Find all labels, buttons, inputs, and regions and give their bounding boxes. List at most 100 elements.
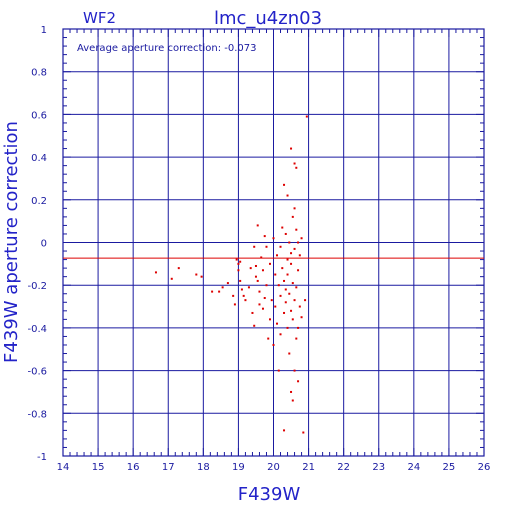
data-point: [272, 343, 275, 346]
data-point: [254, 275, 257, 278]
data-point: [290, 252, 293, 255]
data-point: [237, 269, 240, 272]
data-point: [297, 380, 300, 383]
data-point: [263, 235, 266, 238]
data-point: [247, 286, 250, 289]
data-point: [293, 207, 296, 210]
x-tick-label: 26: [478, 462, 491, 473]
data-point: [218, 290, 221, 293]
data-point: [254, 264, 257, 267]
data-point: [260, 256, 263, 259]
y-tick-labels: 1 0.8 0.6 0.4 0.2 0 -0.2 -0.4 -0.6 -0.8 -1: [27, 25, 47, 463]
data-point: [290, 390, 293, 393]
data-point: [277, 284, 280, 287]
data-point: [200, 275, 203, 278]
data-point: [154, 271, 157, 274]
data-point: [283, 311, 286, 314]
data-point: [249, 267, 252, 270]
x-tick-label: 14: [57, 462, 70, 473]
data-point: [286, 326, 289, 329]
y-tick-label: 0.6: [31, 110, 47, 121]
data-point: [233, 303, 236, 306]
data-point: [265, 245, 268, 248]
data-point: [283, 279, 286, 282]
y-tick-label: -0.8: [27, 409, 47, 420]
data-point: [261, 269, 264, 272]
data-point: [195, 273, 198, 276]
x-tick-label: 16: [127, 462, 140, 473]
data-point: [281, 226, 284, 229]
y-tick-label: 0: [41, 239, 47, 250]
data-point: [258, 290, 261, 293]
y-tick-label: 1: [41, 25, 47, 36]
data-point: [263, 297, 266, 300]
data-point: [251, 311, 254, 314]
data-point: [279, 294, 282, 297]
y-tick-label: -0.6: [27, 367, 47, 378]
data-point: [295, 286, 298, 289]
data-point: [239, 260, 242, 263]
y-tick-label: 0.8: [31, 68, 47, 79]
data-point: [170, 277, 173, 280]
data-point: [304, 299, 307, 302]
data-point: [290, 147, 293, 150]
data-point: [302, 431, 305, 434]
x-tick-label: 24: [407, 462, 420, 473]
y-tick-label: -0.2: [27, 281, 47, 292]
grid: [63, 29, 484, 456]
data-point: [283, 183, 286, 186]
data-point: [297, 269, 300, 272]
y-tick-label: 0.2: [31, 196, 47, 207]
data-point: [295, 337, 298, 340]
x-tick-label: 23: [372, 462, 385, 473]
x-tick-label: 21: [302, 462, 315, 473]
data-point: [288, 292, 291, 295]
x-tick-label: 19: [232, 462, 245, 473]
data-point: [274, 273, 277, 276]
data-point: [297, 326, 300, 329]
data-point: [291, 215, 294, 218]
data-point: [265, 284, 268, 287]
x-tick-label: 15: [92, 462, 105, 473]
data-point: [286, 258, 289, 261]
x-tick-label: 22: [337, 462, 350, 473]
data-point: [256, 279, 259, 282]
data-point: [297, 241, 300, 244]
data-point: [253, 324, 256, 327]
data-points: [154, 115, 308, 434]
data-point: [253, 245, 256, 248]
data-point: [288, 241, 291, 244]
data-point: [277, 369, 280, 372]
data-point: [221, 286, 224, 289]
data-point: [268, 318, 271, 321]
data-point: [279, 333, 282, 336]
data-point: [272, 237, 275, 240]
data-point: [276, 322, 279, 325]
data-point: [286, 273, 289, 276]
data-point: [286, 194, 289, 197]
data-point: [305, 115, 308, 118]
data-point: [232, 294, 235, 297]
data-point: [258, 303, 261, 306]
data-point: [244, 299, 247, 302]
data-point: [284, 232, 287, 235]
data-point: [291, 282, 294, 285]
x-tick-labels: 14 15 16 17 18 19 20 21 22 23 24 25 26: [57, 462, 491, 473]
data-point: [226, 282, 229, 285]
data-point: [211, 290, 214, 293]
data-point: [295, 166, 298, 169]
data-point: [281, 267, 284, 270]
data-point: [290, 262, 293, 265]
x-tick-label: 20: [267, 462, 280, 473]
data-point: [293, 369, 296, 372]
data-point: [235, 258, 238, 261]
minor-ticks: [62, 28, 485, 457]
data-point: [284, 288, 287, 291]
data-point: [291, 399, 294, 402]
data-point: [283, 429, 286, 432]
y-tick-label: -1: [37, 452, 47, 463]
average-correction-annotation: Average aperture correction: -0.073: [77, 43, 257, 54]
data-point: [290, 309, 293, 312]
data-point: [300, 237, 303, 240]
